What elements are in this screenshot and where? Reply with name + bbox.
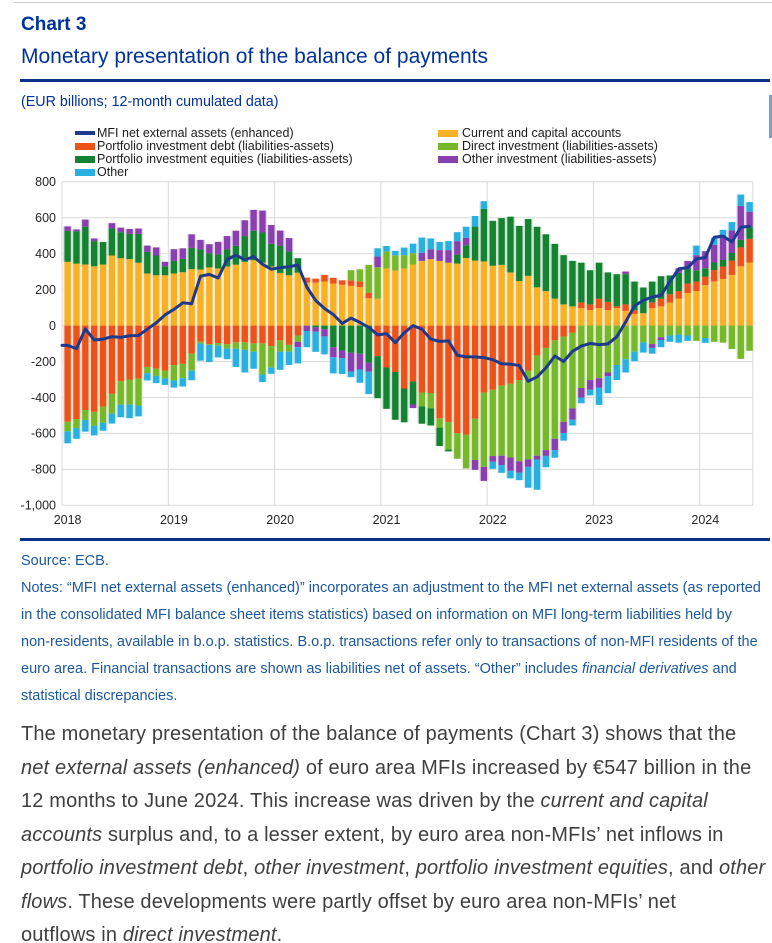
svg-text:600: 600 xyxy=(35,211,56,225)
svg-text:2021: 2021 xyxy=(373,513,401,527)
svg-text:-600: -600 xyxy=(31,427,56,441)
svg-text:2022: 2022 xyxy=(479,513,507,527)
svg-text:0: 0 xyxy=(49,319,56,333)
svg-text:2019: 2019 xyxy=(160,513,188,527)
svg-text:2024: 2024 xyxy=(691,513,719,527)
svg-text:400: 400 xyxy=(35,247,56,261)
svg-text:-800: -800 xyxy=(31,463,56,477)
svg-text:2023: 2023 xyxy=(585,513,613,527)
svg-text:800: 800 xyxy=(35,175,56,189)
svg-text:2018: 2018 xyxy=(54,513,82,527)
svg-text:-200: -200 xyxy=(31,355,56,369)
svg-text:2020: 2020 xyxy=(266,513,294,527)
svg-text:-400: -400 xyxy=(31,391,56,405)
svg-text:200: 200 xyxy=(35,283,56,297)
svg-text:-1,000: -1,000 xyxy=(21,499,56,513)
